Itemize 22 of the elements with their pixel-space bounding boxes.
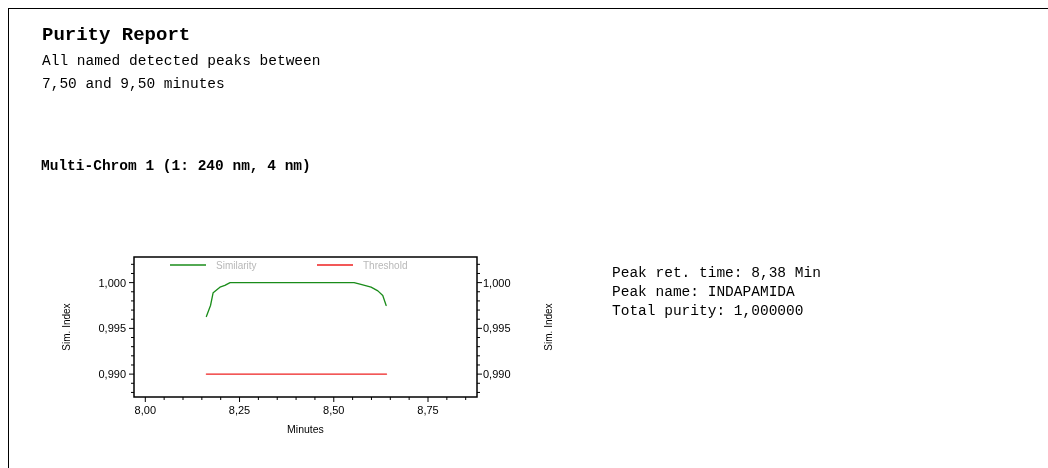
y2-axis-title: Sim. Index: [543, 303, 554, 351]
text: Multi-Chrom 1 (1: 240 nm, 4 nm): [41, 158, 311, 174]
text: Total purity: 1,000000: [612, 303, 804, 319]
y2-tick-label: 0,995: [483, 322, 511, 335]
legend-label: Similarity: [216, 260, 257, 271]
text: Peak name: INDAPAMIDA: [612, 284, 796, 300]
chart-subtitle: All named detected peaks between 7,50 and 9,50 minutes: [42, 53, 321, 92]
text: Peak ret. time: 8,38 Min: [612, 265, 821, 281]
legend-label: Threshold: [363, 260, 408, 271]
chart-title: Purity Report: [42, 24, 191, 46]
x-axis-title: Minutes: [287, 423, 324, 435]
x-tick-label: 8,25: [228, 404, 251, 416]
y-axis-title: Sim. Index: [61, 303, 72, 351]
x-tick-label: 8,50: [323, 404, 345, 416]
x-tick-label: 8,00: [134, 404, 157, 416]
x-tick-label: 8,75: [417, 404, 439, 416]
y-tick-label: 0,990: [98, 368, 126, 381]
line-series: [205, 281, 387, 318]
y2-tick-label: 0,990: [483, 368, 511, 381]
y-tick-label: 0,995: [98, 322, 126, 335]
y2-tick-label: 1,000: [483, 276, 511, 289]
y-tick-label: 1,000: [98, 276, 126, 289]
